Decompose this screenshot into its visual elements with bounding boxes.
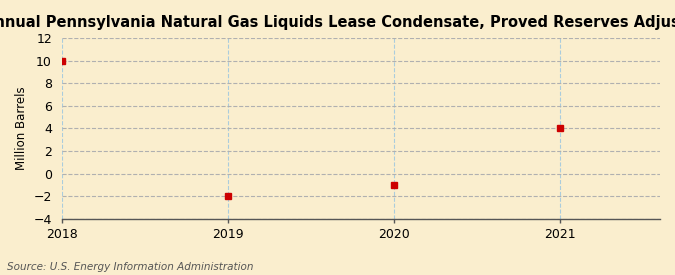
Text: Source: U.S. Energy Information Administration: Source: U.S. Energy Information Administ… — [7, 262, 253, 272]
Title: Annual Pennsylvania Natural Gas Liquids Lease Condensate, Proved Reserves Adjust: Annual Pennsylvania Natural Gas Liquids … — [0, 15, 675, 30]
Y-axis label: Million Barrels: Million Barrels — [15, 87, 28, 170]
